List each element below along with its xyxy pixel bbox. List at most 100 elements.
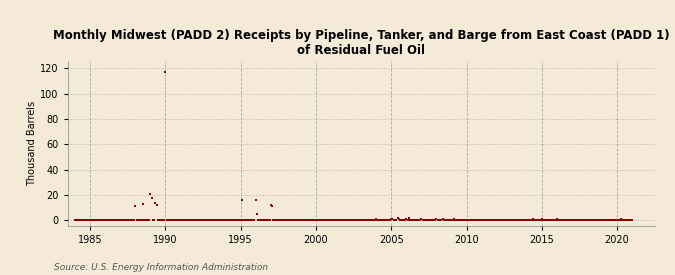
Point xyxy=(271,218,282,223)
Point xyxy=(182,218,192,223)
Point xyxy=(233,218,244,223)
Point xyxy=(455,218,466,223)
Point xyxy=(153,218,163,223)
Point xyxy=(509,218,520,223)
Point xyxy=(146,195,157,200)
Point xyxy=(556,218,567,223)
Point xyxy=(99,218,109,223)
Point xyxy=(369,218,380,223)
Point xyxy=(541,218,552,223)
Point xyxy=(608,218,619,223)
Point xyxy=(566,218,577,223)
Point xyxy=(505,218,516,223)
Point xyxy=(588,218,599,223)
Point xyxy=(160,70,171,74)
Point xyxy=(576,218,587,223)
Point xyxy=(530,218,541,223)
Point xyxy=(439,218,450,223)
Point xyxy=(504,218,514,223)
Point xyxy=(529,218,540,223)
Point xyxy=(281,218,292,223)
Point xyxy=(256,218,267,223)
Point xyxy=(597,218,608,223)
Point xyxy=(627,218,638,223)
Point xyxy=(445,218,456,223)
Point xyxy=(111,218,122,223)
Point xyxy=(545,218,556,223)
Point xyxy=(407,218,418,223)
Point xyxy=(591,218,601,223)
Point xyxy=(205,218,216,223)
Point xyxy=(362,218,373,223)
Point xyxy=(475,218,486,223)
Point xyxy=(423,218,434,223)
Point xyxy=(150,200,161,205)
Point xyxy=(350,218,360,223)
Point xyxy=(551,217,562,221)
Point xyxy=(148,218,159,223)
Point xyxy=(373,218,384,223)
Point xyxy=(171,218,182,223)
Point xyxy=(357,218,368,223)
Point xyxy=(80,218,90,223)
Point xyxy=(569,218,580,223)
Point xyxy=(549,218,560,223)
Point xyxy=(612,218,622,223)
Title: Monthly Midwest (PADD 2) Receipts by Pipeline, Tanker, and Barge from East Coast: Monthly Midwest (PADD 2) Receipts by Pip… xyxy=(53,29,670,57)
Point xyxy=(526,218,537,223)
Point xyxy=(432,218,443,223)
Point xyxy=(565,218,576,223)
Point xyxy=(622,218,632,223)
Point xyxy=(271,218,281,223)
Point xyxy=(538,218,549,223)
Point xyxy=(539,218,549,223)
Point xyxy=(147,218,158,223)
Point xyxy=(112,218,123,223)
Point xyxy=(204,218,215,223)
Point xyxy=(547,218,558,223)
Point xyxy=(521,218,532,223)
Point xyxy=(184,218,194,223)
Point xyxy=(593,218,603,223)
Point xyxy=(426,218,437,223)
Point xyxy=(191,218,202,223)
Point xyxy=(179,218,190,223)
Point xyxy=(470,218,481,223)
Point xyxy=(524,218,535,223)
Point xyxy=(318,218,329,223)
Point xyxy=(458,218,469,223)
Point xyxy=(173,218,184,223)
Point xyxy=(243,218,254,223)
Point xyxy=(560,218,571,223)
Point xyxy=(287,218,298,223)
Point xyxy=(483,218,493,223)
Point xyxy=(522,218,533,223)
Point xyxy=(313,218,324,223)
Point xyxy=(440,218,451,223)
Point xyxy=(169,218,180,223)
Point xyxy=(515,218,526,223)
Point xyxy=(225,218,236,223)
Point xyxy=(227,218,238,223)
Point xyxy=(145,192,156,196)
Point xyxy=(124,218,134,223)
Point xyxy=(346,218,356,223)
Point xyxy=(161,218,172,223)
Point xyxy=(140,218,151,223)
Point xyxy=(304,218,315,223)
Point xyxy=(497,218,508,223)
Point xyxy=(296,218,306,223)
Point xyxy=(617,218,628,223)
Point xyxy=(81,218,92,223)
Point xyxy=(449,217,460,221)
Point xyxy=(404,218,415,223)
Point xyxy=(352,218,362,223)
Point xyxy=(518,218,529,223)
Point xyxy=(442,218,453,223)
Point xyxy=(214,218,225,223)
Point xyxy=(338,218,349,223)
Point xyxy=(125,218,136,223)
Point xyxy=(278,218,289,223)
Point xyxy=(221,218,232,223)
Point xyxy=(255,218,266,223)
